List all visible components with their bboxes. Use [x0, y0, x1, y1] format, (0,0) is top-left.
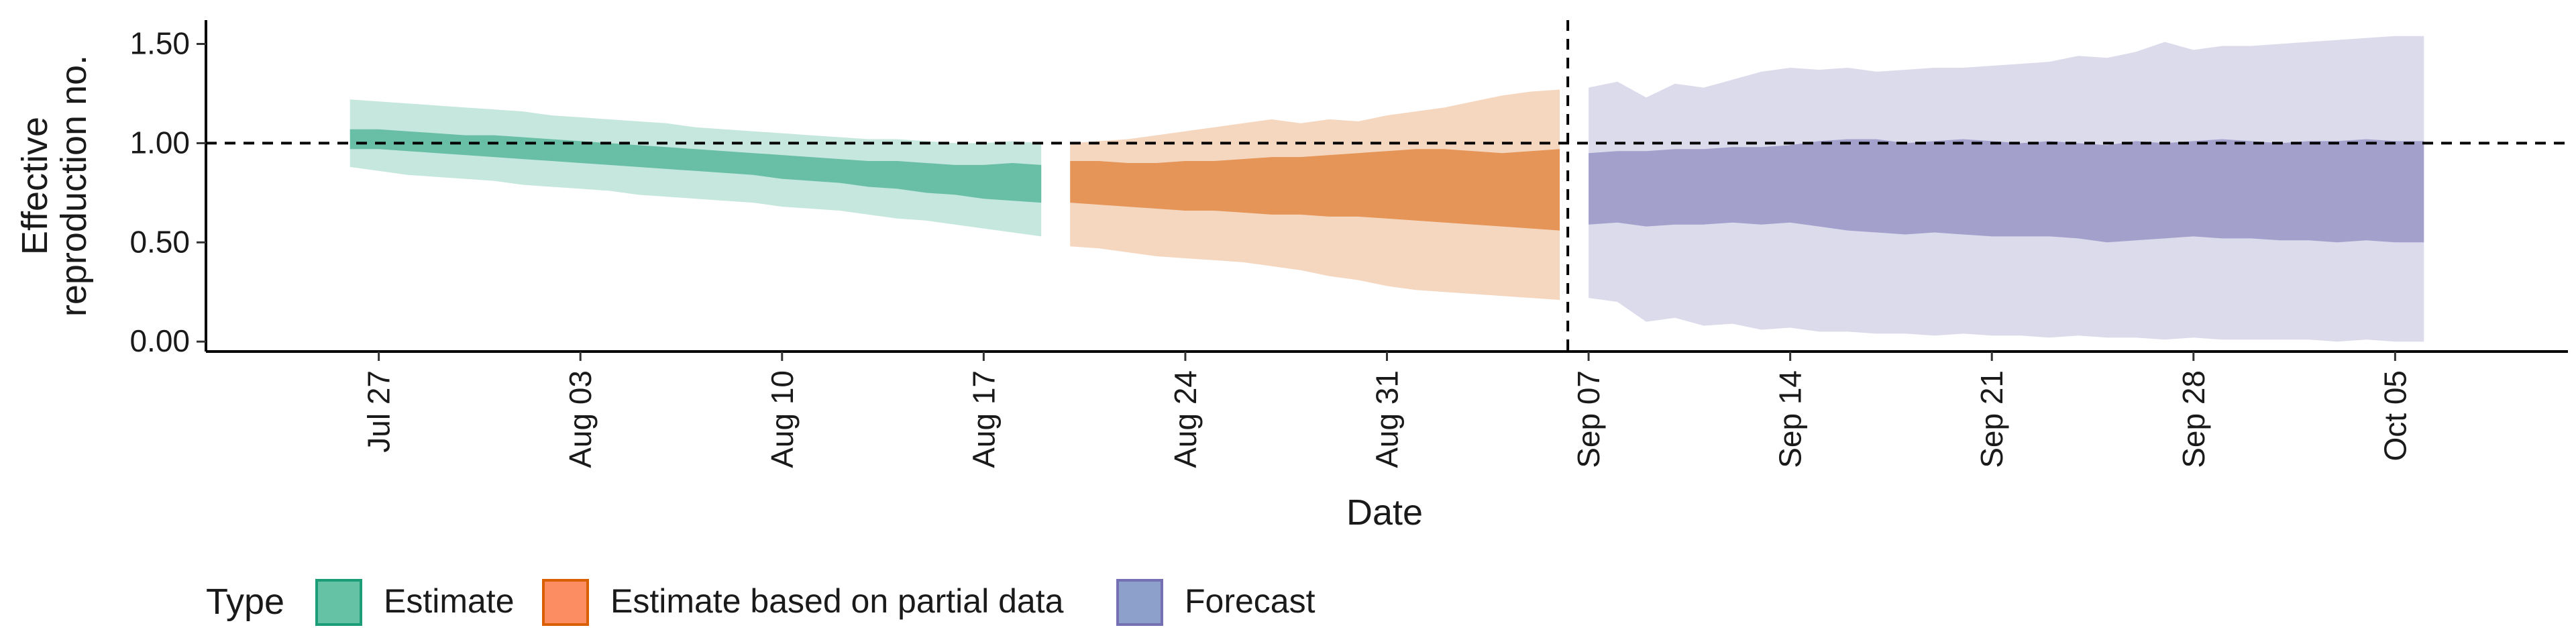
x-tick-label: Sep 28 — [2176, 370, 2211, 468]
series-1 — [1070, 89, 1560, 301]
x-tick-label: Aug 10 — [765, 370, 800, 468]
y-tick-label: 1.00 — [129, 125, 190, 160]
bands-layer — [350, 36, 2424, 342]
x-tick-label: Sep 21 — [1974, 370, 2009, 468]
legend-item: Forecast — [1116, 579, 1316, 626]
legend-swatch — [542, 579, 589, 626]
series-2 — [1589, 36, 2424, 342]
legend-swatch — [315, 579, 362, 626]
y-tick-label: 1.50 — [129, 25, 190, 60]
legend-label: Forecast — [1185, 582, 1316, 620]
band-50-series-1 — [1070, 149, 1560, 231]
legend-label: Estimate based on partial data — [610, 582, 1064, 620]
legend: Type Estimate Estimate based on partial da… — [206, 579, 1316, 626]
x-tick-label: Oct 05 — [2377, 370, 2412, 462]
band-50-series-2 — [1589, 139, 2424, 243]
x-tick-label: Aug 17 — [966, 370, 1001, 468]
band-50-series-0 — [350, 129, 1042, 203]
legend-item: Estimate based on partial data — [542, 579, 1064, 626]
x-tick-label: Aug 03 — [563, 370, 598, 468]
x-tick-label: Jul 27 — [362, 370, 396, 453]
legend-title: Type — [206, 582, 284, 622]
y-axis-label: Effectivereproduction no. — [15, 55, 94, 317]
y-tick-label: 0.50 — [129, 224, 190, 259]
x-tick-label: Sep 07 — [1571, 370, 1606, 468]
series-0 — [350, 99, 1042, 237]
axes-layer: 0.00 0.50 1.00 1.50 Jul 27 Aug 03 Aug 10 Aug 17… — [129, 20, 2568, 468]
y-tick-label: 0.00 — [129, 323, 190, 358]
legend-swatch — [1116, 579, 1163, 626]
legend-label: Estimate — [384, 582, 515, 620]
legend-item: Estimate — [315, 579, 515, 626]
x-tick-label: Aug 24 — [1168, 370, 1203, 468]
y-axis-label-text: Effectivereproduction no. — [15, 55, 94, 317]
x-axis-label: Date — [1346, 492, 1423, 533]
x-tick-label: Sep 14 — [1773, 370, 1808, 468]
x-tick-label: Aug 31 — [1370, 370, 1405, 468]
